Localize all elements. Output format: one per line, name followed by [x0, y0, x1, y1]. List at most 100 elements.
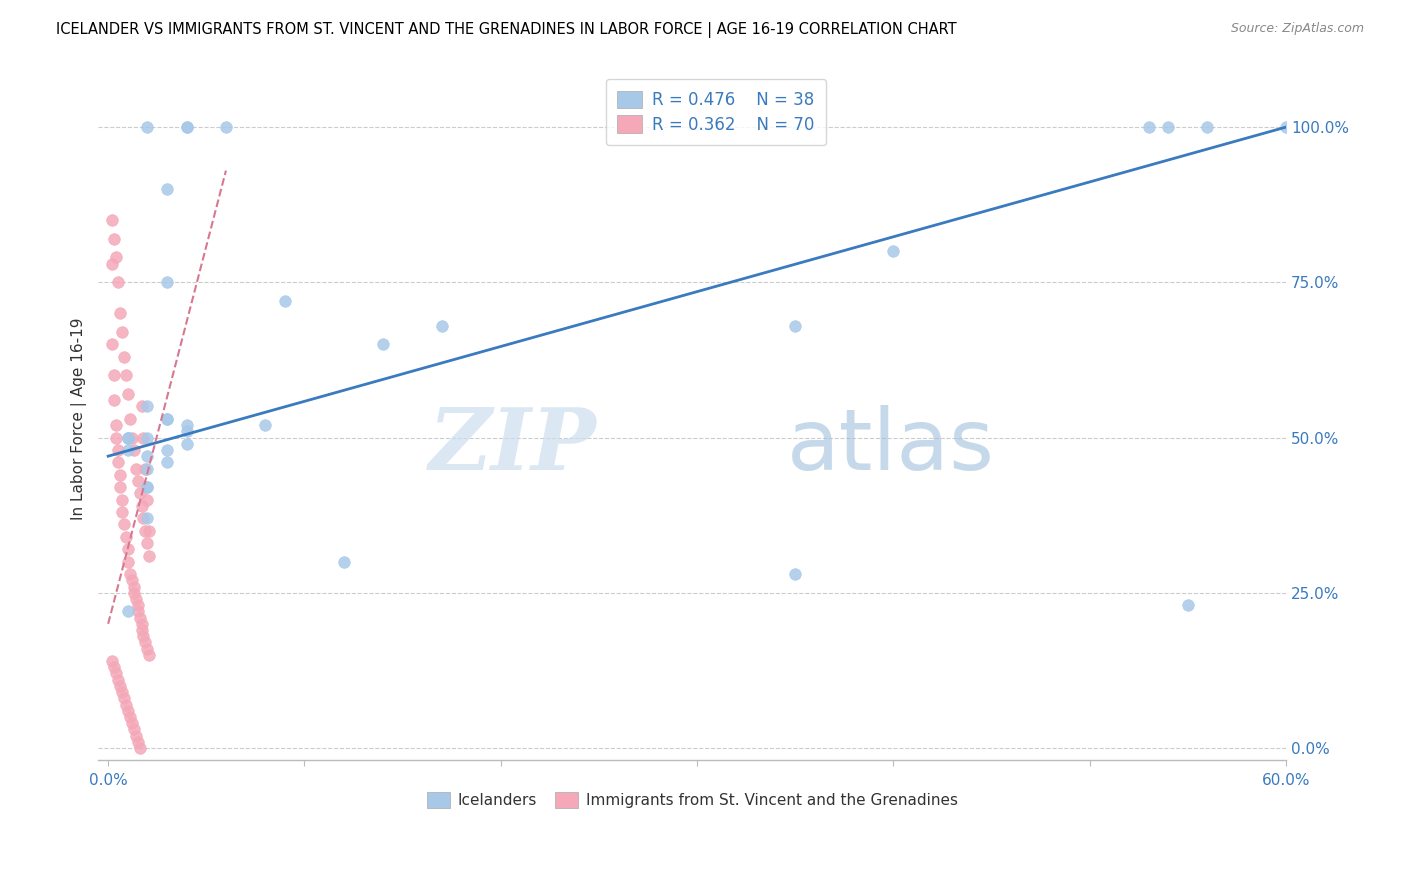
- Point: [117, 442, 139, 457]
- Text: ZIP: ZIP: [429, 404, 598, 488]
- Point: [134, 635, 156, 649]
- Point: [131, 623, 153, 637]
- Point: [111, 492, 134, 507]
- Point: [156, 455, 179, 469]
- Point: [101, 654, 124, 668]
- Point: [274, 293, 297, 308]
- Point: [132, 511, 155, 525]
- Point: [105, 251, 128, 265]
- Point: [107, 455, 129, 469]
- Point: [138, 524, 160, 538]
- Point: [121, 716, 143, 731]
- Point: [103, 660, 125, 674]
- Point: [122, 723, 145, 737]
- Point: [254, 418, 277, 433]
- Point: [124, 461, 146, 475]
- Point: [131, 616, 153, 631]
- Point: [121, 574, 143, 588]
- Point: [128, 610, 150, 624]
- Text: ICELANDER VS IMMIGRANTS FROM ST. VINCENT AND THE GRENADINES IN LABOR FORCE | AGE: ICELANDER VS IMMIGRANTS FROM ST. VINCENT…: [56, 22, 957, 38]
- Text: atlas: atlas: [787, 405, 995, 488]
- Point: [176, 436, 198, 450]
- Point: [122, 586, 145, 600]
- Point: [176, 418, 198, 433]
- Point: [118, 567, 141, 582]
- Point: [785, 318, 807, 333]
- Point: [107, 276, 129, 290]
- Point: [176, 120, 198, 134]
- Point: [128, 741, 150, 756]
- Point: [103, 393, 125, 408]
- Point: [127, 598, 149, 612]
- Point: [156, 412, 179, 426]
- Point: [134, 461, 156, 475]
- Point: [103, 232, 125, 246]
- Point: [127, 604, 149, 618]
- Point: [111, 685, 134, 699]
- Point: [136, 536, 159, 550]
- Point: [103, 368, 125, 383]
- Point: [108, 480, 131, 494]
- Point: [117, 555, 139, 569]
- Point: [136, 431, 159, 445]
- Point: [136, 449, 159, 463]
- Point: [136, 480, 159, 494]
- Point: [114, 368, 136, 383]
- Point: [156, 276, 179, 290]
- Point: [430, 318, 453, 333]
- Point: [124, 591, 146, 606]
- Point: [156, 442, 179, 457]
- Y-axis label: In Labor Force | Age 16-19: In Labor Force | Age 16-19: [72, 318, 87, 520]
- Point: [215, 120, 238, 134]
- Point: [127, 474, 149, 488]
- Point: [108, 467, 131, 482]
- Point: [112, 517, 135, 532]
- Point: [118, 710, 141, 724]
- Point: [176, 120, 198, 134]
- Point: [105, 418, 128, 433]
- Point: [1157, 120, 1180, 134]
- Point: [136, 120, 159, 134]
- Point: [132, 431, 155, 445]
- Point: [127, 735, 149, 749]
- Point: [105, 666, 128, 681]
- Legend: Icelanders, Immigrants from St. Vincent and the Grenadines: Icelanders, Immigrants from St. Vincent …: [420, 786, 963, 814]
- Point: [128, 486, 150, 500]
- Point: [114, 698, 136, 712]
- Point: [108, 306, 131, 320]
- Point: [1177, 598, 1199, 612]
- Point: [117, 604, 139, 618]
- Point: [117, 431, 139, 445]
- Point: [101, 213, 124, 227]
- Point: [117, 431, 139, 445]
- Point: [136, 400, 159, 414]
- Text: Source: ZipAtlas.com: Source: ZipAtlas.com: [1230, 22, 1364, 36]
- Point: [107, 442, 129, 457]
- Point: [785, 567, 807, 582]
- Point: [332, 555, 354, 569]
- Point: [114, 530, 136, 544]
- Point: [136, 511, 159, 525]
- Point: [136, 461, 159, 475]
- Point: [131, 499, 153, 513]
- Point: [118, 412, 141, 426]
- Point: [371, 337, 394, 351]
- Point: [108, 679, 131, 693]
- Point: [1275, 120, 1298, 134]
- Point: [117, 387, 139, 401]
- Point: [111, 505, 134, 519]
- Point: [156, 412, 179, 426]
- Point: [101, 337, 124, 351]
- Point: [1137, 120, 1160, 134]
- Point: [122, 442, 145, 457]
- Point: [136, 641, 159, 656]
- Point: [111, 325, 134, 339]
- Point: [136, 492, 159, 507]
- Point: [121, 431, 143, 445]
- Point: [124, 729, 146, 743]
- Point: [112, 691, 135, 706]
- Point: [101, 257, 124, 271]
- Point: [107, 673, 129, 687]
- Point: [122, 580, 145, 594]
- Point: [117, 431, 139, 445]
